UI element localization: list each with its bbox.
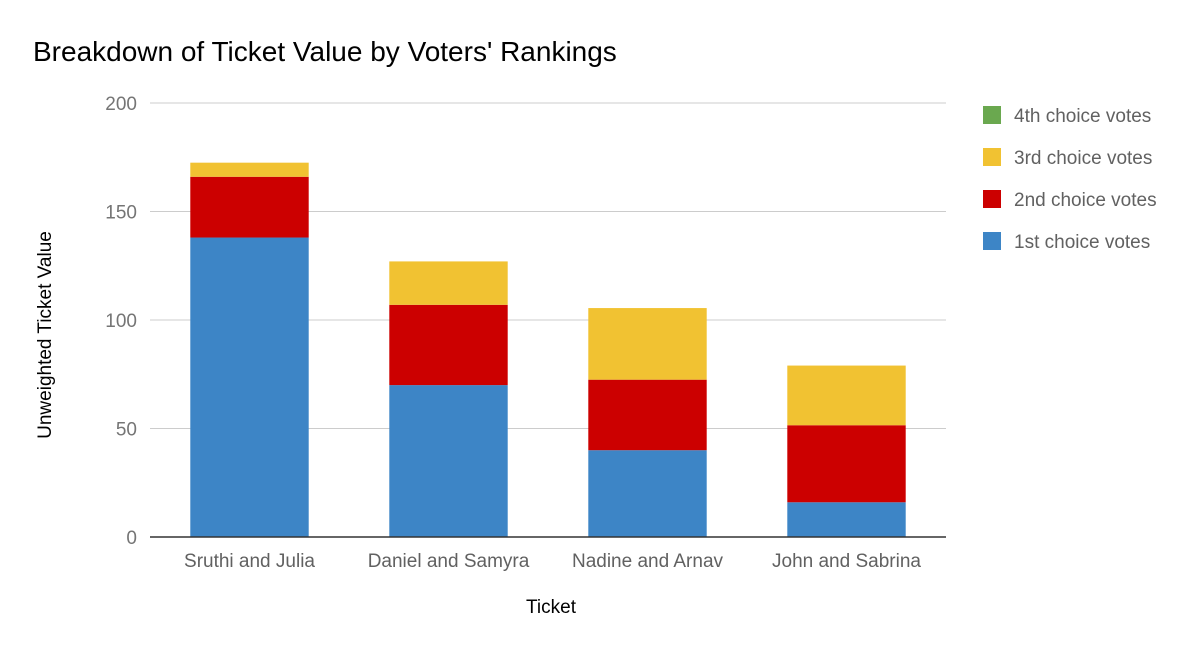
x-axis-title: Ticket bbox=[526, 597, 577, 618]
legend-swatch bbox=[983, 148, 1001, 166]
legend-label: 1st choice votes bbox=[1014, 232, 1150, 253]
y-tick-label: 100 bbox=[105, 311, 137, 332]
bar-segment bbox=[190, 176, 309, 238]
bar-segment bbox=[787, 365, 906, 426]
legend-swatch bbox=[983, 232, 1001, 250]
bar-segment bbox=[389, 304, 508, 386]
legend-label: 3rd choice votes bbox=[1014, 148, 1152, 169]
bar-segment bbox=[787, 502, 906, 537]
x-category-label: John and Sabrina bbox=[772, 551, 921, 572]
x-category-label: Nadine and Arnav bbox=[572, 551, 724, 572]
y-tick-label: 200 bbox=[105, 94, 137, 115]
legend-item: 1st choice votes bbox=[983, 232, 1150, 253]
bar-segment bbox=[190, 237, 309, 538]
chart-title: Breakdown of Ticket Value by Voters' Ran… bbox=[33, 36, 617, 67]
y-tick-label: 0 bbox=[126, 528, 137, 549]
bar-segment bbox=[190, 162, 309, 177]
legend-label: 2nd choice votes bbox=[1014, 190, 1157, 211]
y-axis-title: Unweighted Ticket Value bbox=[35, 231, 56, 439]
legend-item: 4th choice votes bbox=[983, 106, 1151, 127]
bars bbox=[190, 162, 906, 538]
legend-swatch bbox=[983, 106, 1001, 124]
legend-item: 3rd choice votes bbox=[983, 148, 1152, 169]
x-category-label: Daniel and Samyra bbox=[368, 551, 530, 572]
legend-label: 4th choice votes bbox=[1014, 106, 1151, 127]
bar-segment bbox=[588, 450, 707, 537]
legend-swatch bbox=[983, 190, 1001, 208]
bar-segment bbox=[389, 261, 508, 305]
x-category-labels: Sruthi and Julia Daniel and Samyra Nadine … bbox=[184, 551, 921, 572]
legend: 4th choice votes 3rd choice votes 2nd choi… bbox=[983, 106, 1157, 253]
legend-item: 2nd choice votes bbox=[983, 190, 1157, 211]
bar-segment bbox=[787, 425, 906, 503]
bar-segment bbox=[588, 379, 707, 451]
y-tick-label: 50 bbox=[116, 420, 137, 441]
y-tick-label: 150 bbox=[105, 203, 137, 224]
y-tick-labels: 0 50 100 150 200 bbox=[105, 94, 137, 549]
x-category-label: Sruthi and Julia bbox=[184, 551, 315, 572]
bar-segment bbox=[389, 385, 508, 537]
bar-segment bbox=[588, 308, 707, 380]
